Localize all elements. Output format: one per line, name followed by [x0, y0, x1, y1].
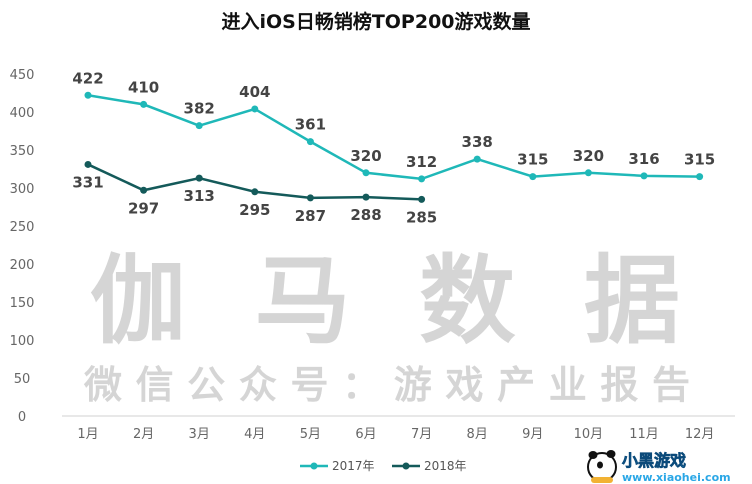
data-label: 320: [350, 147, 381, 165]
data-label: 288: [350, 206, 381, 224]
x-tick-label: 10月: [574, 427, 604, 442]
data-point: [195, 122, 203, 130]
data-point: [418, 175, 426, 183]
data-label: 315: [517, 151, 548, 169]
data-label: 295: [239, 201, 270, 219]
data-label: 297: [128, 199, 159, 217]
x-tick-label: 3月: [189, 427, 210, 442]
data-point: [140, 186, 148, 194]
y-tick-label: 400: [10, 106, 35, 121]
legend-marker: [402, 462, 410, 470]
data-label: 320: [573, 147, 604, 165]
data-point: [84, 160, 92, 168]
x-tick-label: 11月: [629, 427, 659, 442]
data-label: 312: [406, 153, 437, 171]
data-point: [362, 193, 370, 201]
y-tick-label: 0: [18, 410, 26, 425]
data-point: [306, 194, 314, 202]
data-label: 382: [184, 100, 215, 118]
data-label: 404: [239, 83, 270, 101]
watermark-main: 伽马数据: [90, 245, 680, 357]
data-label: 287: [295, 207, 326, 225]
data-label: 338: [462, 133, 493, 151]
legend-marker: [310, 462, 318, 470]
data-point: [195, 174, 203, 182]
data-label: 313: [184, 187, 215, 205]
y-tick-label: 150: [10, 296, 35, 311]
data-point: [84, 91, 92, 99]
data-point: [529, 173, 537, 181]
x-tick-label: 1月: [77, 427, 98, 442]
data-point: [640, 172, 648, 180]
data-point: [418, 195, 426, 203]
data-label: 285: [406, 208, 437, 226]
x-tick-label: 5月: [300, 427, 321, 442]
y-tick-label: 450: [10, 68, 35, 83]
data-point: [473, 155, 481, 163]
y-tick-label: 50: [14, 372, 31, 387]
logo-text: 小黑游戏: [622, 451, 686, 470]
x-tick-label: 7月: [411, 427, 432, 442]
y-tick-label: 250: [10, 220, 35, 235]
data-label: 316: [628, 150, 659, 168]
data-point: [306, 138, 314, 146]
data-label: 315: [684, 151, 715, 169]
data-point: [584, 169, 592, 177]
x-tick-label: 6月: [355, 427, 376, 442]
x-tick-label: 9月: [522, 427, 543, 442]
legend-label: 2018年: [424, 459, 467, 473]
series-line-2017年: [87, 94, 700, 181]
y-tick-label: 200: [10, 258, 35, 273]
data-point: [140, 100, 148, 108]
data-point: [696, 173, 704, 181]
watermark-sub: 微信公众号：游戏产业报告: [83, 363, 690, 407]
legend-label: 2017年: [332, 459, 375, 473]
logo-url: www.xiaohei.com: [622, 471, 731, 484]
x-tick-label: 4月: [244, 427, 265, 442]
data-label: 410: [128, 78, 159, 96]
data-point: [362, 169, 370, 177]
y-tick-label: 100: [10, 334, 35, 349]
data-label: 361: [295, 116, 326, 134]
y-tick-label: 350: [10, 144, 35, 159]
data-label: 331: [72, 173, 103, 191]
data-label: 422: [72, 69, 103, 87]
y-tick-label: 300: [10, 182, 35, 197]
data-point: [251, 188, 259, 196]
x-tick-label: 12月: [685, 427, 715, 442]
data-point: [251, 105, 259, 113]
chart-title: 进入iOS日畅销榜TOP200游戏数量: [221, 10, 530, 33]
xiaohei-logo: 小黑游戏 www.xiaohei.com: [587, 450, 731, 484]
x-tick-label: 8月: [467, 427, 488, 442]
x-tick-label: 2月: [133, 427, 154, 442]
